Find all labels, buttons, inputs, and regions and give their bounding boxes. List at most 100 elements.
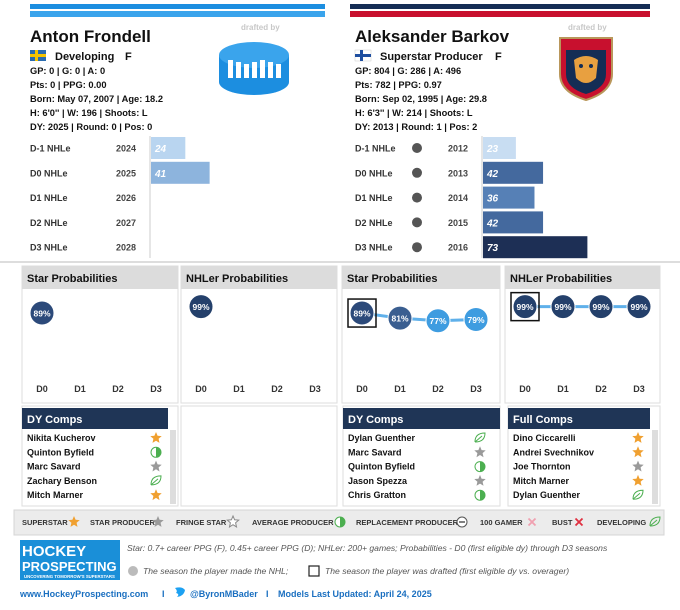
player-stat: Born: Sep 02, 1995 | Age: 29.8 bbox=[355, 94, 487, 104]
x-tick-label: D3 bbox=[309, 384, 321, 394]
icon bbox=[150, 489, 162, 501]
nhle-year: 2016 bbox=[448, 243, 468, 253]
comp-name: Zachary Benson bbox=[27, 476, 97, 486]
drafted-by: drafted by bbox=[241, 23, 280, 32]
nhle-bar bbox=[483, 161, 544, 184]
key-circle bbox=[128, 566, 138, 576]
icon bbox=[527, 517, 537, 527]
scrollbar bbox=[652, 430, 658, 504]
icon bbox=[150, 475, 162, 486]
panel-title: NHLer Probabilities bbox=[510, 273, 612, 285]
nhle-value: 42 bbox=[486, 169, 499, 180]
player-position: F bbox=[125, 51, 132, 63]
icon bbox=[150, 432, 162, 443]
x-tick-label: D1 bbox=[394, 384, 406, 394]
flag-finland bbox=[354, 49, 372, 62]
icon bbox=[150, 460, 162, 472]
icon bbox=[632, 489, 644, 500]
nhle-label: D3 NHLe bbox=[30, 243, 68, 253]
nhle-year: 2028 bbox=[116, 243, 136, 253]
prob-label: 77% bbox=[429, 316, 446, 326]
prob-label: 81% bbox=[391, 314, 408, 324]
nhle-year: 2013 bbox=[448, 168, 468, 178]
player-stat: Pts: 782 | PPG: 0.97 bbox=[355, 80, 442, 90]
player-name: Aleksander Barkov bbox=[355, 27, 510, 46]
nhle-year: 2015 bbox=[448, 218, 468, 228]
stripe bbox=[30, 11, 325, 17]
stripe bbox=[350, 11, 650, 17]
nhle-year: 2024 bbox=[116, 144, 136, 154]
x-tick-label: D1 bbox=[557, 384, 569, 394]
comp-name: Jason Spezza bbox=[348, 476, 408, 486]
nhle-label: D-1 NHLe bbox=[30, 144, 71, 154]
prob-dot bbox=[626, 294, 652, 320]
panel-title: DY Comps bbox=[27, 414, 82, 426]
team-logo-placeholder bbox=[219, 42, 289, 95]
icon bbox=[480, 461, 485, 472]
comp-name: Dino Ciccarelli bbox=[513, 433, 576, 443]
panel bbox=[21, 405, 179, 507]
x-tick-label: D0 bbox=[195, 384, 207, 394]
legend-label: REPLACEMENT PRODUCER bbox=[356, 518, 459, 527]
prob-label: 89% bbox=[33, 309, 50, 319]
legend-label: FRINGE STAR bbox=[176, 518, 227, 527]
icon bbox=[68, 516, 80, 527]
comp-name: Mitch Marner bbox=[513, 476, 570, 486]
prob-line bbox=[361, 311, 477, 323]
prob-label: 79% bbox=[467, 315, 484, 325]
nhle-value: 36 bbox=[487, 194, 499, 205]
nhle-value: 42 bbox=[486, 218, 499, 229]
x-tick-label: D0 bbox=[519, 384, 531, 394]
drafted-box bbox=[510, 291, 540, 322]
nhle-label: D1 NHLe bbox=[355, 193, 393, 203]
x-tick-label: D2 bbox=[112, 384, 124, 394]
panel-header bbox=[22, 266, 178, 289]
x-tick-label: D2 bbox=[595, 384, 607, 394]
nhle-value: 24 bbox=[154, 144, 167, 155]
league-logo bbox=[412, 143, 422, 153]
twitter-link[interactable]: @ByronMBader bbox=[190, 589, 258, 599]
x-tick-label: D0 bbox=[36, 384, 48, 394]
player-stat: DY: 2013 | Round: 1 | Pos: 2 bbox=[355, 122, 477, 132]
prob-dot bbox=[588, 294, 614, 320]
comp-name: Dylan Guenther bbox=[348, 433, 416, 443]
panel-title: Star Probabilities bbox=[347, 273, 437, 285]
prob-label: 99% bbox=[592, 302, 609, 312]
panel-header bbox=[342, 266, 500, 289]
x-tick-label: D2 bbox=[432, 384, 444, 394]
drafted-by: drafted by bbox=[568, 23, 607, 32]
player-stat: H: 6'3'' | W: 214 | Shoots: L bbox=[355, 108, 473, 118]
nhle-year: 2014 bbox=[448, 193, 468, 203]
nhle-label: D2 NHLe bbox=[30, 218, 68, 228]
legend-label: STAR PRODUCER bbox=[90, 518, 155, 527]
prob-label: 99% bbox=[554, 302, 571, 312]
nhle-label: D3 NHLe bbox=[355, 243, 393, 253]
player-stat: DY: 2025 | Round: 0 | Pos: 0 bbox=[30, 122, 152, 132]
brand-name: HOCKEY bbox=[22, 543, 86, 560]
player-stat: GP: 0 | G: 0 | A: 0 bbox=[30, 66, 105, 76]
stripe bbox=[350, 4, 650, 9]
player-stat: Pts: 0 | PPG: 0.00 bbox=[30, 80, 107, 90]
prob-label: 99% bbox=[630, 302, 647, 312]
prob-label: 99% bbox=[192, 302, 209, 312]
league-logo bbox=[412, 192, 422, 203]
prob-label: 89% bbox=[353, 309, 370, 319]
comp-name: Chris Gratton bbox=[348, 490, 406, 500]
nhle-value: 23 bbox=[486, 144, 499, 155]
brand-tagline: UNCOVERING TOMORROW'S SUPERSTARS bbox=[24, 574, 115, 579]
panel-title: Star Probabilities bbox=[27, 273, 117, 285]
comp-name: Marc Savard bbox=[348, 447, 402, 457]
nhle-year: 2027 bbox=[116, 218, 136, 228]
nhle-value: 73 bbox=[487, 243, 499, 254]
comp-name: Andrei Svechnikov bbox=[513, 447, 594, 457]
flag-sweden bbox=[30, 50, 46, 61]
prob-dot bbox=[349, 300, 375, 326]
icon bbox=[632, 432, 644, 443]
nhle-year: 2026 bbox=[116, 193, 136, 203]
league-logo bbox=[412, 242, 422, 253]
prob-dot bbox=[425, 308, 451, 334]
website-link[interactable]: www.HockeyProspecting.com bbox=[19, 589, 148, 599]
panel-header bbox=[22, 408, 168, 429]
